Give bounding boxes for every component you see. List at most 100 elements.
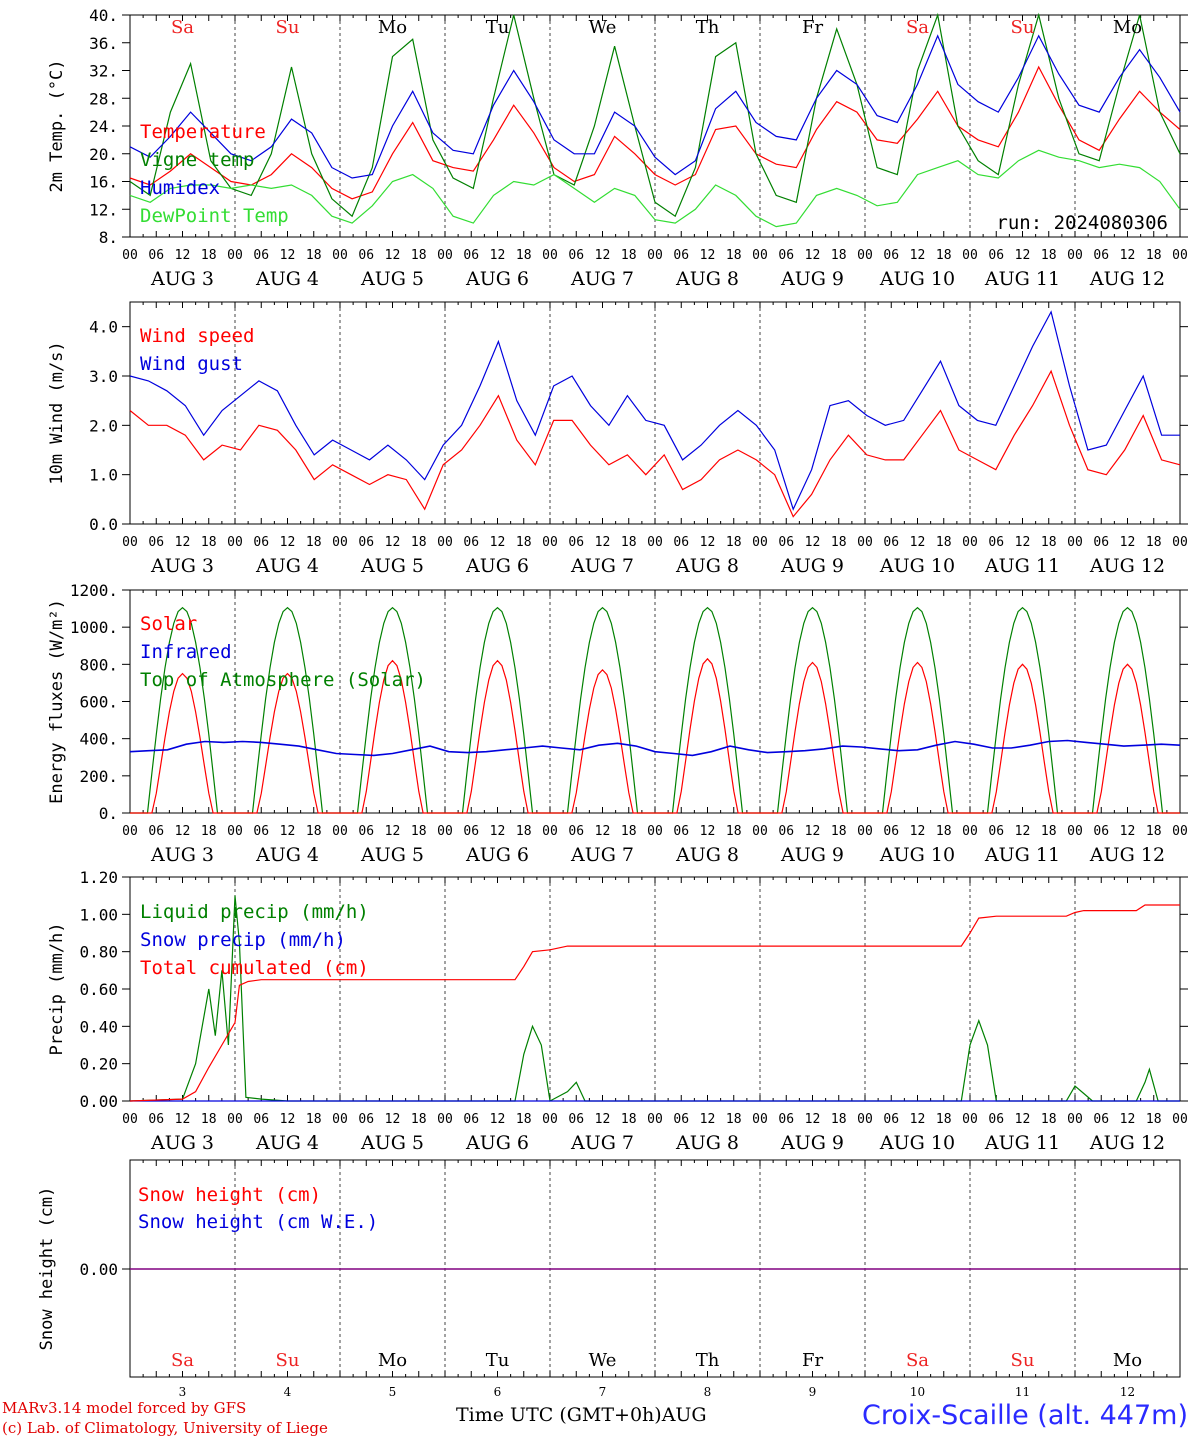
series-liquid-precip-mm-h xyxy=(129,895,1180,1102)
hour-tick-label: 18 xyxy=(516,535,532,550)
day-number-label: 6 xyxy=(494,1385,502,1399)
day-number-label: 7 xyxy=(599,1385,607,1399)
y-tick-label: 1.0 xyxy=(89,466,118,485)
hour-tick-label: 18 xyxy=(411,824,427,839)
hour-tick-label: 18 xyxy=(306,824,322,839)
hour-tick-label: 12 xyxy=(910,535,926,550)
date-label: AUG 9 xyxy=(780,844,844,866)
hour-tick-label: 12 xyxy=(595,824,611,839)
date-label: AUG 12 xyxy=(1089,844,1165,866)
hour-tick-label: 12 xyxy=(280,824,296,839)
panel-3-ylabel: Energy fluxes (W/m²) xyxy=(47,599,67,804)
y-tick-label: 36. xyxy=(89,34,118,53)
date-label: AUG 10 xyxy=(879,555,955,577)
hour-tick-label: 06 xyxy=(148,824,164,839)
hour-tick-label: 18 xyxy=(936,535,952,550)
day-name-label: Su xyxy=(1011,1350,1035,1371)
y-tick-label: 8. xyxy=(99,228,118,247)
hour-tick-label: 18 xyxy=(516,824,532,839)
hour-tick-label: 06 xyxy=(988,824,1004,839)
date-label: AUG 12 xyxy=(1089,1132,1165,1154)
date-label: AUG 9 xyxy=(780,1132,844,1154)
hour-tick-label: 00 xyxy=(122,824,138,839)
station-label: Croix-Scaille (alt. 447m) xyxy=(861,1400,1188,1431)
date-label: AUG 5 xyxy=(360,555,424,577)
series-humidex xyxy=(129,34,1181,179)
hour-tick-label: 00 xyxy=(332,248,348,263)
date-label: AUG 9 xyxy=(780,268,844,290)
date-label: AUG 11 xyxy=(984,844,1060,866)
hour-tick-label: 00 xyxy=(542,248,558,263)
date-label: AUG 10 xyxy=(879,1132,955,1154)
y-tick-label: 0.40 xyxy=(79,1017,118,1036)
panel-3-legend-solar: Solar xyxy=(140,613,197,635)
hour-tick-label: 18 xyxy=(936,248,952,263)
hour-tick-label: 12 xyxy=(385,1112,401,1127)
hour-tick-label: 00 xyxy=(1067,535,1083,550)
hour-tick-label: 06 xyxy=(883,535,899,550)
day-name-label: Mo xyxy=(378,17,407,38)
hour-tick-label: 12 xyxy=(805,248,821,263)
time-axis-label: Time UTC (GMT+0h)AUG xyxy=(456,1404,707,1426)
hour-tick-label: 12 xyxy=(700,1112,716,1127)
hour-tick-label: 06 xyxy=(673,824,689,839)
y-tick-label: 28. xyxy=(89,89,118,108)
date-label: AUG 3 xyxy=(150,1132,214,1154)
day-number-label: 9 xyxy=(809,1385,817,1399)
panel-2-legend-wind-gust: Wind gust xyxy=(140,353,243,375)
hour-tick-label: 18 xyxy=(621,1112,637,1127)
hour-tick-label: 12 xyxy=(385,535,401,550)
hour-tick-label: 12 xyxy=(1015,535,1031,550)
hour-tick-label: 12 xyxy=(1015,248,1031,263)
y-tick-label: 800. xyxy=(79,655,118,674)
hour-tick-label: 00 xyxy=(227,824,243,839)
hour-tick-label: 06 xyxy=(358,1112,374,1127)
date-label: AUG 3 xyxy=(150,555,214,577)
hour-tick-label: 18 xyxy=(621,535,637,550)
y-tick-label: 400. xyxy=(79,730,118,749)
panel-1-legend-dewpoint-temp: DewPoint Temp xyxy=(140,205,289,227)
date-label: AUG 8 xyxy=(675,268,739,290)
lab-credit: (c) Lab. of Climatology, University of L… xyxy=(2,1419,328,1437)
hour-tick-label: 00 xyxy=(227,248,243,263)
hour-tick-label: 18 xyxy=(831,535,847,550)
date-label: AUG 11 xyxy=(984,555,1060,577)
hour-tick-label: 12 xyxy=(490,248,506,263)
panel-1-legend-vigne-temp: Vigne temp xyxy=(140,149,254,171)
hour-tick-label: 12 xyxy=(385,248,401,263)
hour-tick-label: 00 xyxy=(962,248,978,263)
hour-tick-label: 00 xyxy=(437,535,453,550)
hour-tick-label: 00 xyxy=(857,824,873,839)
day-name-label: Sa xyxy=(171,17,194,38)
hour-tick-label: 12 xyxy=(910,824,926,839)
hour-tick-label: 06 xyxy=(568,248,584,263)
day-name-label: Fr xyxy=(802,1350,823,1371)
panel-5-ylabel: Snow height (cm) xyxy=(37,1187,57,1351)
panel-3-legend-top-of-atmosphere-solar: Top of Atmosphere (Solar) xyxy=(140,669,426,691)
day-name-label: Th xyxy=(696,1350,720,1371)
hour-tick-label: 00 xyxy=(1067,824,1083,839)
month-label: AUG xyxy=(661,1404,707,1426)
hour-tick-label: 06 xyxy=(988,535,1004,550)
hour-tick-label: 06 xyxy=(463,535,479,550)
day-number-label: 12 xyxy=(1120,1385,1135,1399)
date-label: AUG 6 xyxy=(465,268,529,290)
panel-4-legend-liquid-precip-mm-h: Liquid precip (mm/h) xyxy=(140,901,369,923)
hour-tick-label: 18 xyxy=(936,824,952,839)
hour-tick-label: 06 xyxy=(253,824,269,839)
y-tick-label: 0.20 xyxy=(79,1055,118,1074)
hour-tick-label: 12 xyxy=(175,535,191,550)
hour-tick-label: 00 xyxy=(647,824,663,839)
day-name-label: Su xyxy=(1011,17,1035,38)
hour-tick-label: 06 xyxy=(463,1112,479,1127)
y-tick-label: 0.60 xyxy=(79,980,118,999)
y-tick-label: 1.00 xyxy=(79,905,118,924)
date-label: AUG 5 xyxy=(360,268,424,290)
hour-tick-label: 06 xyxy=(1093,535,1109,550)
hour-tick-label: 12 xyxy=(1015,824,1031,839)
date-label: AUG 10 xyxy=(879,844,955,866)
panel-5-legend-snow-height-cm: Snow height (cm) xyxy=(138,1184,321,1206)
hour-tick-label: 12 xyxy=(805,824,821,839)
day-name-label: Mo xyxy=(1113,17,1142,38)
